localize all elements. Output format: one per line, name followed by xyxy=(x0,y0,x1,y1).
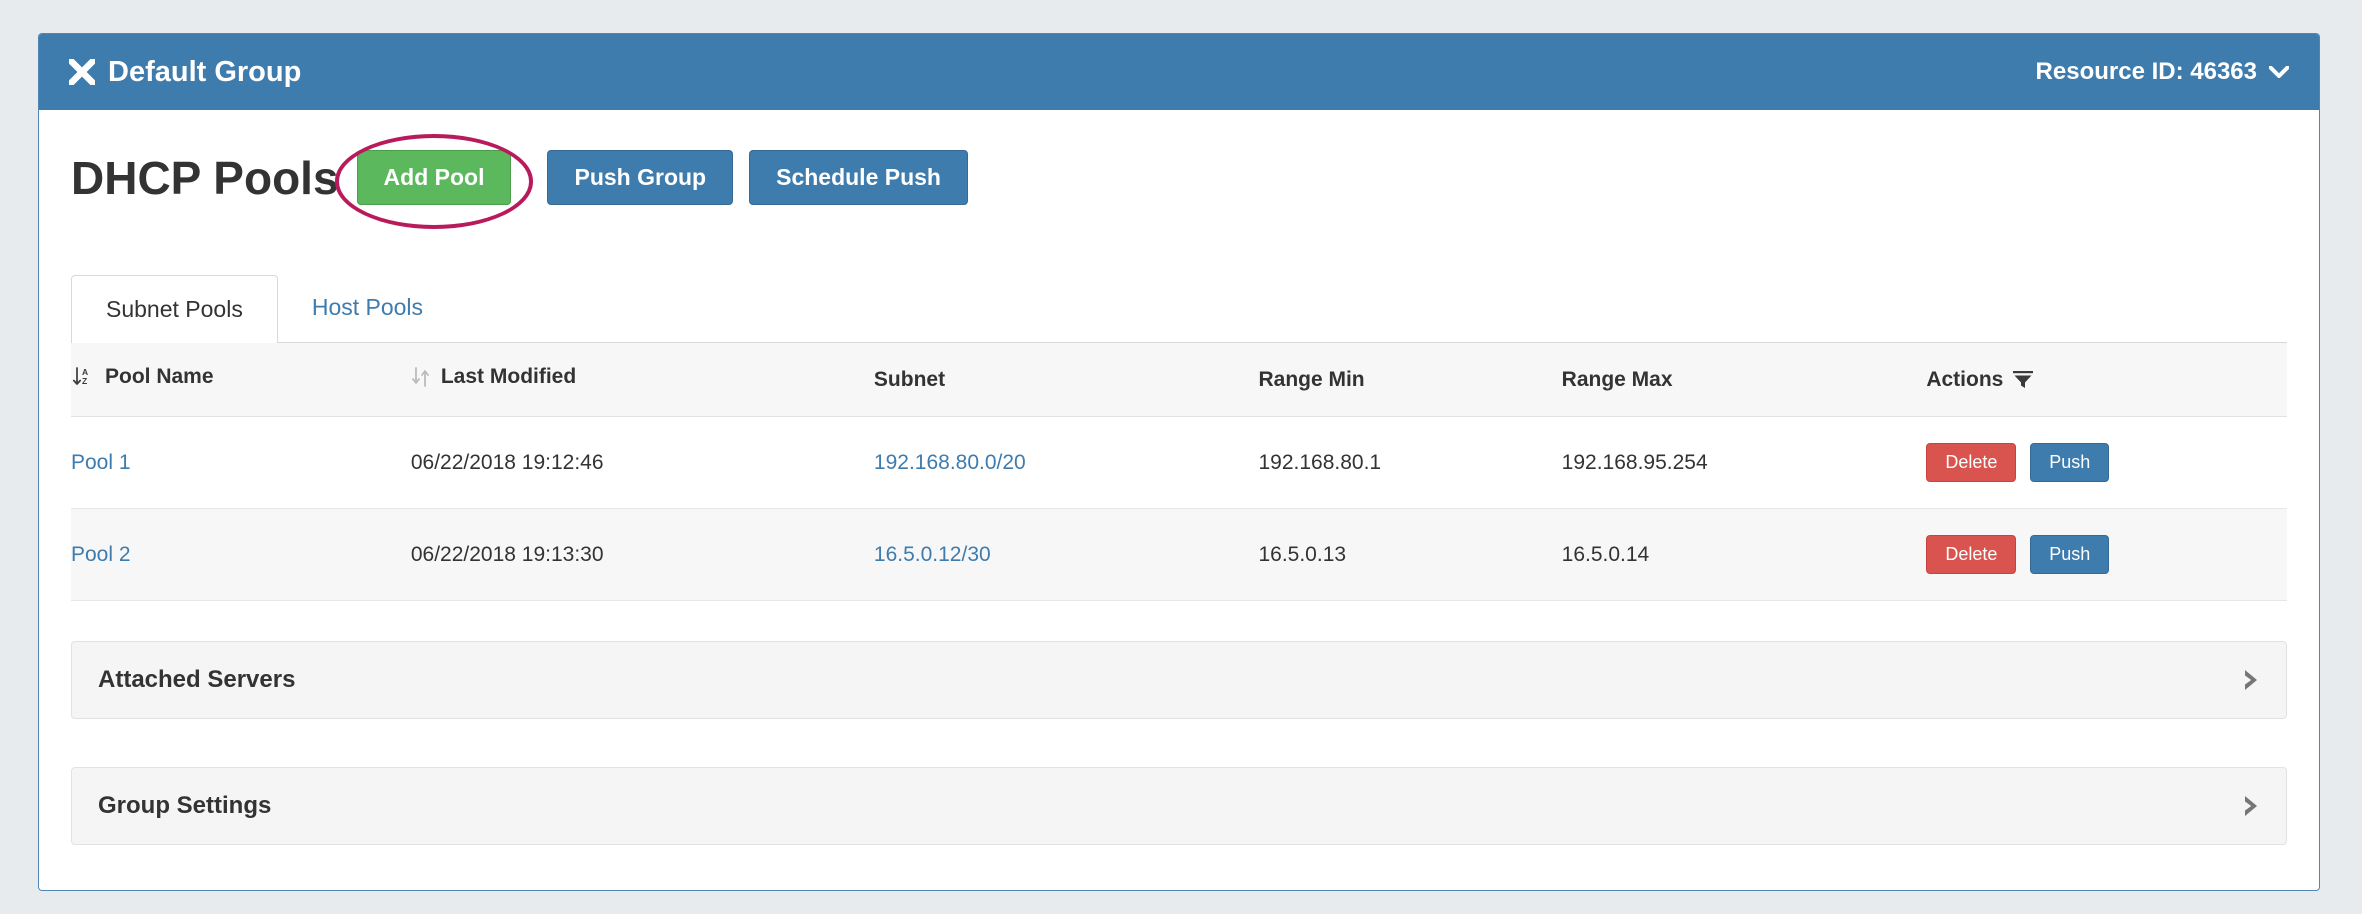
svg-text:Z: Z xyxy=(82,376,87,386)
